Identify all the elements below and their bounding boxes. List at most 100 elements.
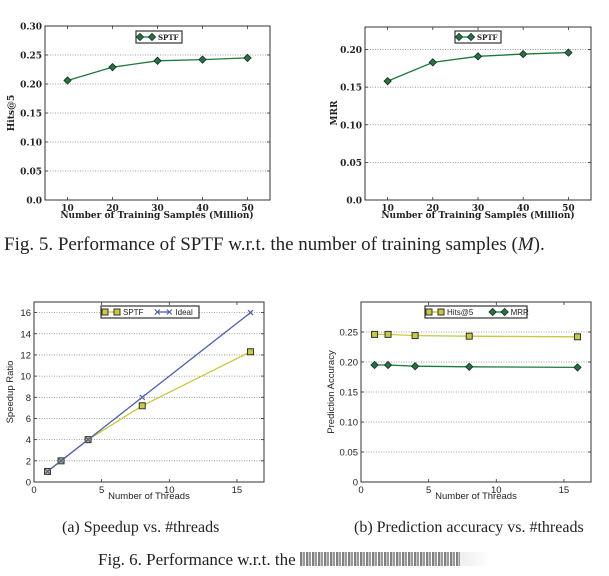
y-tick-label: 0.15 bbox=[20, 110, 42, 120]
x-tick-label: 30 bbox=[472, 204, 485, 214]
data-point bbox=[247, 309, 254, 316]
x-tick-label: 40 bbox=[196, 204, 209, 214]
data-point bbox=[85, 436, 92, 443]
y-tick-label: 0.05 bbox=[340, 159, 362, 169]
x-tick-label: 15 bbox=[232, 485, 243, 496]
legend-marker bbox=[437, 308, 445, 316]
data-point bbox=[370, 360, 379, 370]
x-tick-label: 0 bbox=[31, 485, 36, 496]
data-point bbox=[428, 58, 437, 67]
y-tick-label: 0.20 bbox=[340, 46, 362, 56]
chart-fig6-speedup: 0 2 4 6 8 10 12 14 16 0 5 10 15 Number of Threads Spee… bbox=[5, 301, 265, 502]
x-axis-label: Number of Threads bbox=[108, 491, 190, 502]
y-tick-label: 0.20 bbox=[20, 81, 42, 91]
y-tick-label: 16 bbox=[20, 308, 31, 319]
x-axis-label: Number of Training Samples (Million) bbox=[381, 210, 574, 221]
chart-fig6-accuracy: 0 0.05 0.10 0.15 0.20 0.25 0 5 10 15 Number of Thr… bbox=[326, 301, 592, 502]
legend-marker bbox=[454, 32, 464, 42]
fig5-caption: Fig. 5. Performance of SPTF w.r.t. the n… bbox=[4, 234, 545, 256]
plot-frame bbox=[44, 25, 271, 201]
data-point bbox=[44, 468, 51, 475]
fig5-caption-text: Fig. 5. Performance of SPTF w.r.t. the n… bbox=[4, 234, 518, 255]
data-point bbox=[383, 360, 393, 370]
x-axis-label: Number of Training Samples (Million) bbox=[60, 210, 253, 221]
y-tick-label: 0.15 bbox=[340, 388, 359, 399]
x-tick-label: 20 bbox=[427, 204, 440, 214]
legend-marker bbox=[101, 308, 109, 316]
data-point bbox=[153, 56, 162, 65]
data-point bbox=[573, 363, 582, 372]
data-point bbox=[246, 348, 254, 356]
data-point bbox=[138, 402, 146, 410]
y-axis-label: Prediction Accuracy bbox=[326, 350, 337, 434]
legend-label: SPTF bbox=[158, 33, 179, 42]
fig5-caption-suffix: ). bbox=[533, 234, 545, 255]
x-tick-label: 10 bbox=[381, 204, 394, 214]
fig6-caption: Fig. 6. Performance w.r.t. the bbox=[98, 550, 490, 570]
legend-marker bbox=[113, 308, 121, 316]
data-point bbox=[519, 49, 528, 59]
y-tick-label: 0.05 bbox=[20, 168, 42, 178]
y-tick-label: 0.25 bbox=[340, 328, 359, 339]
y-tick-label: 2 bbox=[26, 456, 31, 467]
legend-box bbox=[424, 305, 528, 319]
plot-frame bbox=[33, 301, 265, 483]
series-line-hits5 bbox=[374, 333, 578, 338]
y-tick-label: 0.20 bbox=[340, 358, 359, 369]
y-tick-label: 0.0 bbox=[26, 197, 42, 207]
legend-label: MRR bbox=[511, 308, 529, 317]
fig6b-subcaption: (b) Prediction accuracy vs. #threads bbox=[354, 519, 584, 536]
data-point bbox=[371, 330, 379, 338]
legend-label: SPTF bbox=[477, 33, 498, 42]
x-tick-label: 10 bbox=[491, 485, 502, 496]
y-tick-label: 0.10 bbox=[340, 418, 359, 429]
y-tick-label: 0.0 bbox=[346, 197, 362, 207]
legend-marker bbox=[147, 32, 157, 42]
data-point bbox=[63, 76, 72, 85]
y-tick-label: 14 bbox=[20, 329, 31, 340]
data-point bbox=[383, 76, 392, 86]
legend-marker bbox=[154, 309, 161, 315]
legend-box bbox=[100, 305, 200, 319]
garbled-fade bbox=[459, 552, 490, 566]
plot-frame bbox=[360, 301, 592, 483]
data-point bbox=[410, 362, 420, 371]
y-tick-label: 10 bbox=[20, 372, 31, 383]
legend-marker bbox=[466, 32, 476, 42]
y-axis-label: Speedup Ratio bbox=[5, 361, 16, 424]
y-axis-label: Hits@5 bbox=[7, 95, 17, 131]
x-tick-label: 50 bbox=[562, 204, 575, 214]
data-point bbox=[473, 52, 483, 61]
legend-label: SPTF bbox=[123, 308, 144, 317]
legend-marker bbox=[166, 309, 173, 315]
y-tick-label: 4 bbox=[26, 435, 31, 446]
series-line-ideal bbox=[47, 312, 251, 472]
y-tick-label: 0 bbox=[353, 478, 358, 489]
y-tick-label: 0.10 bbox=[20, 139, 42, 149]
y-tick-label: 0.30 bbox=[20, 23, 42, 33]
legend-marker bbox=[500, 307, 509, 317]
legend-label: Ideal bbox=[175, 308, 193, 317]
y-tick-label: 6 bbox=[26, 414, 31, 425]
x-tick-label: 10 bbox=[61, 204, 74, 214]
data-point bbox=[58, 457, 64, 464]
legend-marker bbox=[425, 308, 433, 316]
y-tick-label: 0.05 bbox=[340, 448, 359, 459]
data-point bbox=[411, 332, 419, 340]
legend-marker bbox=[135, 32, 145, 42]
legend-label: Hits@5 bbox=[447, 308, 474, 317]
data-point bbox=[573, 333, 581, 341]
x-tick-label: 30 bbox=[151, 204, 164, 214]
series-line-mrr bbox=[374, 364, 578, 369]
fig6a-subcaption: (a) Speedup vs. #threads bbox=[62, 519, 220, 536]
y-tick-label: 0 bbox=[26, 478, 31, 489]
data-point bbox=[564, 48, 573, 57]
data-point bbox=[139, 394, 146, 401]
data-point bbox=[384, 330, 392, 338]
garbled-text-region bbox=[299, 552, 460, 566]
y-tick-label: 12 bbox=[20, 350, 31, 361]
x-tick-label: 5 bbox=[99, 485, 104, 496]
x-tick-label: 40 bbox=[517, 204, 530, 214]
